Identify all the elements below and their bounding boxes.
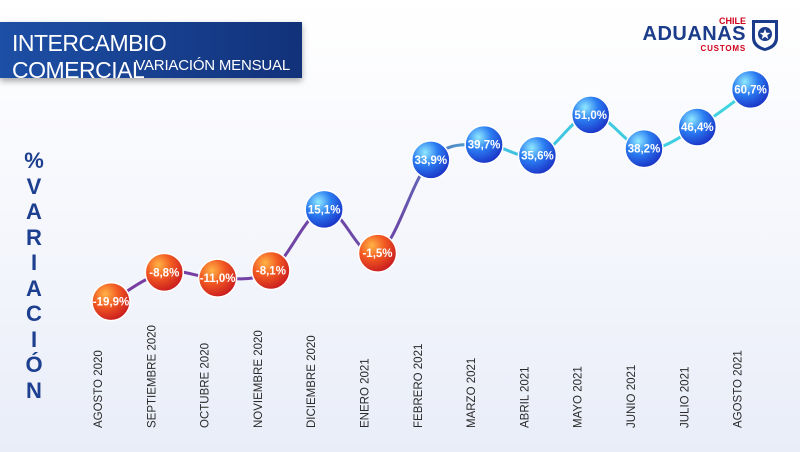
data-point [730, 69, 771, 110]
data-point [517, 135, 558, 176]
x-tick-label: FEBRERO 2021 [413, 344, 425, 428]
data-label: 38,2% [628, 144, 661, 156]
data-label: -8,8% [149, 267, 179, 279]
x-tick-label: AGOSTO 2020 [93, 350, 105, 428]
y-axis-label-letter: Ó [25, 352, 43, 377]
x-tick-label: DICIEMBRE 2020 [306, 335, 318, 428]
data-label: -8,1% [256, 265, 286, 277]
data-label: -1,5% [362, 248, 392, 260]
x-tick-label: ABRIL 2021 [519, 366, 531, 428]
y-axis-label-letter: % [24, 148, 44, 173]
x-tick-label: NOVIEMBRE 2020 [253, 330, 265, 428]
y-axis-label-letter: A [26, 275, 42, 301]
data-point [91, 281, 131, 322]
data-point [464, 124, 504, 165]
x-tick-label: ENERO 2021 [360, 358, 372, 428]
data-point [197, 258, 238, 298]
logo-chile-text: CHILE [719, 16, 746, 26]
shield-icon [752, 20, 778, 51]
data-point [624, 128, 664, 169]
y-axis-label-letter: A [26, 199, 42, 224]
logo-customs-text: CUSTOMS [700, 44, 746, 53]
x-tick-label: MAYO 2021 [573, 366, 585, 428]
data-point [357, 233, 398, 273]
data-label: 15,1% [308, 204, 341, 216]
data-label: 51,0% [574, 110, 607, 122]
data-point [144, 252, 185, 293]
y-axis-label-letter: R [26, 224, 42, 250]
data-label: 33,9% [414, 155, 447, 167]
x-tick-label: SEPTIEMBRE 2020 [146, 325, 158, 428]
data-point [304, 189, 344, 230]
x-tick-label: JUNIO 2021 [626, 365, 638, 428]
y-axis-label-letter: V [26, 173, 42, 199]
title-banner: INTERCAMBIO COMERCIAL VARIACIÓN MENSUAL [0, 22, 302, 83]
chart-subtitle: VARIACIÓN MENSUAL [135, 57, 290, 74]
data-point [251, 250, 291, 291]
y-axis-label: % V A R I A C I Ó N [14, 148, 54, 403]
y-axis-label-letter: C [26, 301, 42, 326]
data-point [411, 140, 451, 180]
data-label: 60,7% [734, 84, 767, 96]
data-point [570, 95, 611, 135]
data-label: 39,7% [468, 140, 501, 152]
data-label: 46,4% [681, 122, 714, 134]
aduanas-logo: CHILE ADUANAS CUSTOMS [630, 14, 790, 54]
y-axis-label-letter: I [30, 250, 38, 275]
logo-name-text: ADUANAS [642, 23, 746, 45]
x-tick-label: MARZO 2021 [466, 358, 478, 428]
x-tick-label: OCTUBRE 2020 [200, 343, 212, 428]
y-axis-label-letter: N [26, 377, 42, 403]
x-tick-label: JULIO 2021 [679, 367, 691, 428]
x-tick-label: AGOSTO 2021 [733, 350, 745, 428]
data-point [677, 107, 718, 147]
chart-title: INTERCAMBIO COMERCIAL [12, 30, 167, 83]
data-label: -19,9% [93, 297, 129, 309]
data-label: -11,0% [200, 273, 236, 285]
y-axis-label-letter: I [30, 326, 38, 352]
data-label: 35,6% [521, 150, 554, 162]
